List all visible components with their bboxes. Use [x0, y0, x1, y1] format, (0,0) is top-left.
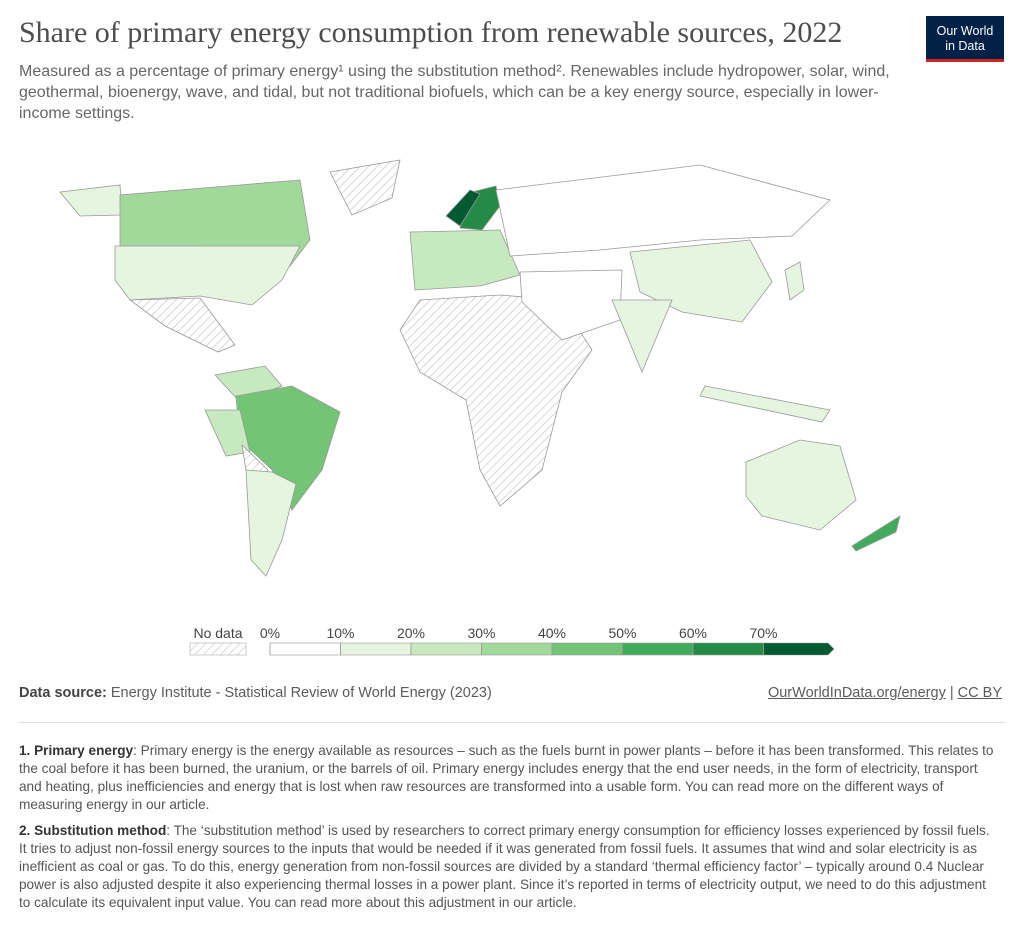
legend-bin — [692, 642, 764, 656]
note-label: 2. Substitution method — [19, 823, 167, 838]
region[interactable] — [409, 229, 521, 291]
links: OurWorldInData.org/energy | CC BY — [768, 685, 1002, 701]
legend-bin — [763, 642, 835, 656]
logo-line: Our World — [936, 24, 994, 38]
region[interactable] — [214, 365, 283, 403]
region[interactable] — [745, 439, 857, 531]
legend-tick-label: 70% — [749, 625, 777, 641]
region[interactable] — [329, 159, 401, 216]
legend-bin — [269, 642, 341, 656]
world-map — [59, 159, 901, 577]
title: Share of primary energy consumption from… — [19, 16, 843, 49]
region[interactable] — [784, 261, 805, 301]
region[interactable] — [495, 164, 831, 257]
legend-tick-label: 20% — [397, 625, 425, 641]
legend-tick-label: 40% — [538, 625, 566, 641]
legend: No data 0% 10% 20% 30% 40% 50% 60% 70% — [189, 625, 835, 656]
legend-tick-label: 50% — [608, 625, 636, 641]
region[interactable] — [445, 189, 481, 227]
legend-tick-label: 30% — [467, 625, 495, 641]
logo[interactable]: Our World in Data — [926, 16, 1004, 62]
legend-bin — [340, 642, 412, 656]
link[interactable]: OurWorldInData.org/energy — [767, 685, 946, 701]
license[interactable]: CC BY — [957, 685, 1002, 701]
region[interactable] — [519, 269, 623, 341]
region[interactable] — [204, 409, 251, 457]
divider — [19, 722, 1005, 723]
separator: | — [949, 685, 954, 701]
legend-bin — [622, 642, 694, 656]
region[interactable] — [59, 184, 123, 217]
region[interactable] — [699, 385, 831, 423]
logo-line: in Data — [945, 39, 985, 53]
note-text: : Primary energy is the energy available… — [19, 743, 994, 812]
region[interactable] — [114, 245, 301, 306]
source-text: Energy Institute - Statistical Review of… — [110, 685, 492, 701]
source: Data source: Energy Institute - Statisti… — [19, 685, 492, 701]
legend-bin — [481, 642, 553, 656]
region[interactable] — [851, 515, 901, 552]
legend-bin — [551, 642, 623, 656]
legend-bin — [410, 642, 482, 656]
note-label: 1. Primary energy — [19, 743, 134, 758]
region[interactable] — [611, 299, 673, 374]
legend-tick-label: 10% — [326, 625, 354, 641]
subtitle: Measured as a percentage of primary ener… — [19, 63, 890, 122]
no-data-label: No data — [193, 625, 242, 641]
note-text: : The ‘substitution method’ is used by r… — [19, 823, 990, 910]
note: 2. Substitution method: The ‘substitutio… — [19, 822, 999, 912]
notes: 1. Primary energy: Primary energy is the… — [19, 742, 999, 920]
region[interactable] — [245, 469, 297, 577]
legend-tick-label: 0% — [260, 625, 280, 641]
region[interactable] — [128, 297, 236, 353]
no-data-swatch — [189, 642, 247, 656]
source-label: Data source: — [19, 685, 107, 701]
note: 1. Primary energy: Primary energy is the… — [19, 742, 999, 814]
legend-tick-label: 60% — [679, 625, 707, 641]
